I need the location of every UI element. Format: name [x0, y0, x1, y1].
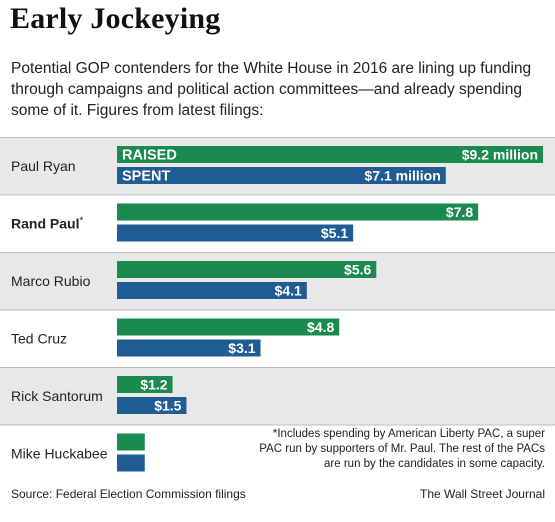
- raised-bar: [117, 146, 543, 163]
- footnote: *Includes spending by American Liberty P…: [259, 428, 545, 470]
- raised-bar: [117, 376, 173, 393]
- spent-bar: [117, 454, 145, 472]
- legend-raised: RAISED: [122, 148, 177, 164]
- credit-line: The Wall Street Journal: [420, 487, 545, 501]
- raised-bar: [117, 318, 340, 336]
- legend-spent: SPENT: [122, 169, 170, 185]
- raised-value-label: $7.8: [446, 204, 473, 220]
- label-knockout: [145, 433, 192, 451]
- raised-value-label: $9.2 million: [462, 147, 538, 163]
- spent-value-label: $3.1: [228, 340, 255, 356]
- spent-value-label: $4.1: [275, 283, 302, 299]
- category-label: Paul Ryan: [11, 158, 76, 174]
- category-label: Marco Rubio: [11, 273, 91, 289]
- spent-value-label: $7.1 million: [365, 168, 441, 184]
- category-label: Ted Cruz: [11, 330, 67, 346]
- category-label: Rand Paul*: [11, 215, 83, 231]
- raised-value-label: $5.6: [344, 262, 371, 278]
- label-knockout: [145, 454, 192, 472]
- source-note: Source: Federal Election Commission fili…: [11, 487, 246, 501]
- spent-bar: [117, 167, 446, 184]
- raised-value-label: $1.2: [140, 377, 167, 393]
- spent-bar: [117, 224, 354, 242]
- category-label: Mike Huckabee: [11, 445, 108, 461]
- chart-title: Early Jockeying: [10, 2, 221, 35]
- raised-bar: [117, 433, 145, 451]
- spent-bar: [117, 397, 187, 414]
- spent-bar: [117, 282, 307, 299]
- raised-value-label: $0.6: [151, 434, 178, 450]
- raised-value-label: $4.8: [307, 319, 334, 335]
- category-label: Rick Santorum: [11, 388, 103, 404]
- bar-chart: Paul Ryan $9.2 million $7.1 million RAISED S…: [0, 137, 555, 472]
- raised-bar: [117, 261, 377, 278]
- raised-bar: [117, 203, 479, 221]
- row-background: [0, 368, 555, 425]
- spent-value-label: $5.1: [321, 225, 348, 241]
- spent-bar: [117, 339, 261, 357]
- chart-subtitle: Potential GOP contenders for the White H…: [11, 60, 532, 119]
- spent-value-label: $0.6: [151, 455, 178, 471]
- spent-value-label: $1.5: [154, 398, 181, 414]
